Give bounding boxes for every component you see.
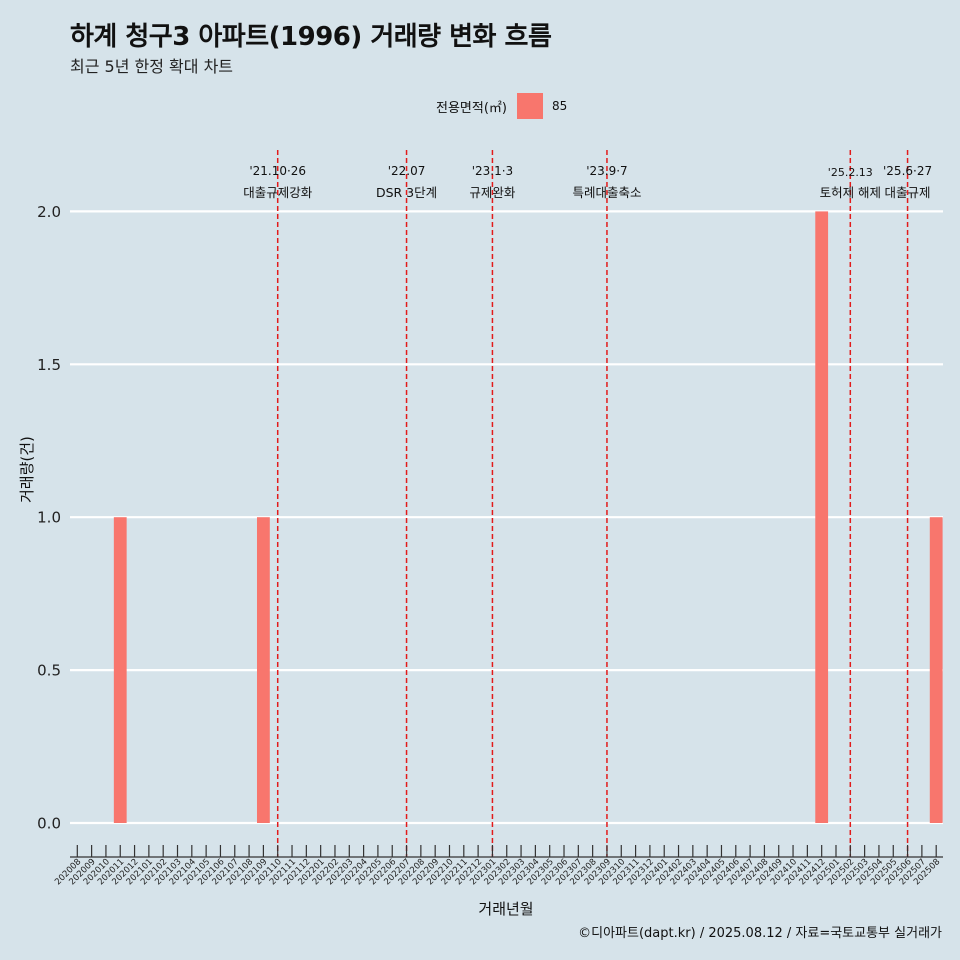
chart-title: 하계 청구3 아파트(1996) 거래량 변화 흐름 (70, 22, 552, 52)
annotation-label: 대출규제 (885, 185, 931, 200)
chart-subtitle: 최근 5년 한정 확대 차트 (70, 57, 234, 76)
y-tick-label: 0.5 (37, 662, 61, 680)
y-tick-label: 0.0 (37, 815, 61, 833)
y-tick-label: 2.0 (37, 203, 61, 221)
legend-label: 85 (551, 99, 568, 113)
x-axis-title: 거래년월 (478, 900, 534, 918)
annotation-label: DSR 3단계 (376, 185, 437, 200)
y-tick-label: 1.0 (37, 509, 61, 527)
annotation-date: '23.1·3 (472, 164, 513, 178)
bar (256, 517, 270, 823)
annotation-label: 특례대출축소 (572, 185, 641, 200)
bar (113, 517, 127, 823)
legend-title: 전용면적(㎡) (436, 100, 507, 116)
annotation-label: 대출규제강화 (243, 185, 313, 200)
legend: 전용면적(㎡) 85 (436, 93, 567, 119)
annotation-date: '21.10·26 (249, 164, 306, 178)
annotation-date: '23.9·7 (586, 164, 627, 178)
annotation-date: '25.2.13 (828, 166, 873, 179)
y-tick-label: 1.5 (37, 356, 61, 374)
legend-swatch (516, 93, 543, 119)
annotation-label: 규제완화 (469, 185, 516, 200)
annotation-label: 토허제 해제 (820, 185, 881, 200)
footer-credit: ©디아파트(dapt.kr) / 2025.08.12 / 자료=국토교통부 실… (578, 926, 942, 941)
bar (929, 517, 943, 823)
y-axis-title: 거래량(건) (18, 436, 36, 503)
bar (815, 211, 829, 823)
annotation-date: '25.6·27 (883, 164, 932, 178)
annotation-date: '22.07 (388, 164, 426, 178)
